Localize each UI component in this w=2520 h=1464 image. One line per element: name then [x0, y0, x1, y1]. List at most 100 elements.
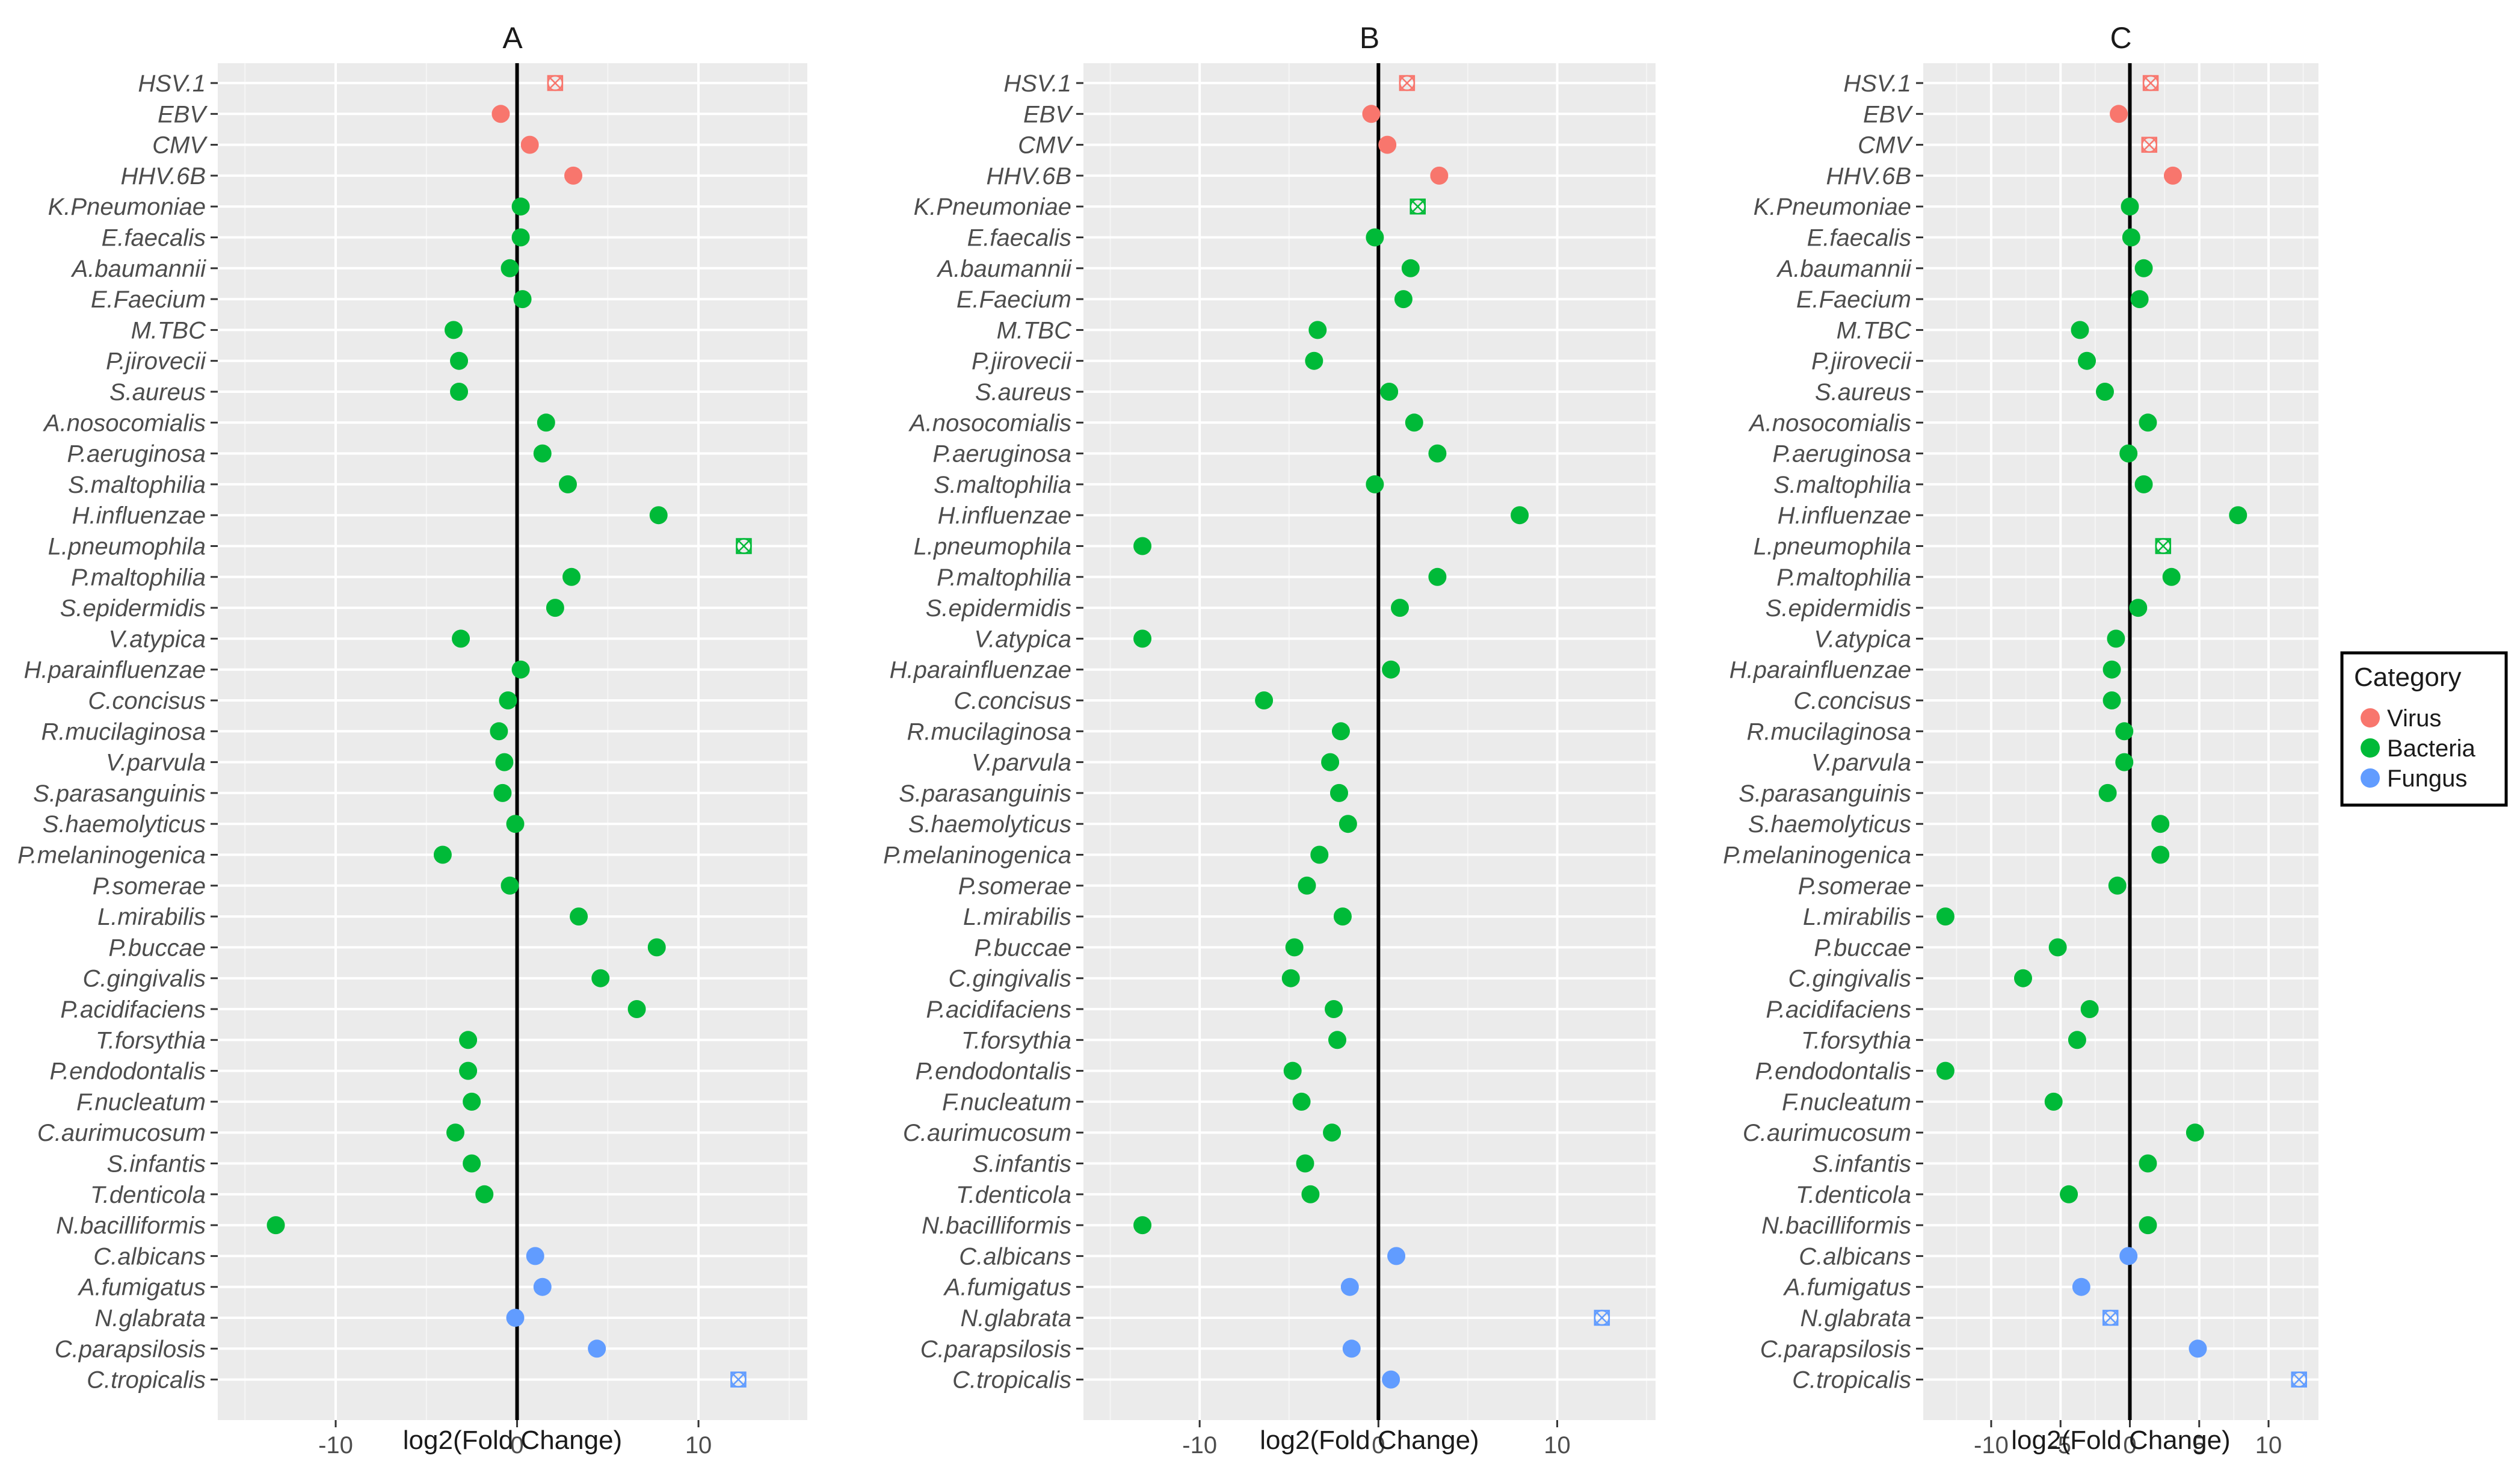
data-point	[570, 907, 588, 926]
species-label: CMV	[1858, 132, 1913, 159]
data-point	[2098, 783, 2117, 802]
data-point	[511, 660, 530, 679]
data-point	[2162, 567, 2181, 586]
species-label: A.nosocomialis	[908, 410, 1071, 436]
data-point	[1292, 1092, 1311, 1111]
data-point	[450, 383, 469, 401]
species-label: L.mirabilis	[1803, 904, 1911, 930]
data-point	[2013, 969, 2032, 987]
data-point	[1936, 1061, 1955, 1080]
data-point	[537, 413, 555, 432]
panel-c: C HSV.1 EBV CMV HHV.6B K.Pneumoniae E.faecalis…	[1723, 21, 2318, 1459]
species-label: P.maltophilia	[1776, 564, 1911, 591]
data-point	[2080, 1000, 2099, 1018]
data-point	[1133, 537, 1152, 555]
species-label: A.fumigatus	[78, 1274, 206, 1301]
x-tick-label: -5	[2050, 1432, 2071, 1459]
data-point	[1342, 1339, 1361, 1358]
data-point	[1331, 722, 1350, 741]
species-label: N.bacilliformis	[1761, 1212, 1911, 1239]
data-point	[2151, 815, 2170, 833]
species-label: V.parvula	[106, 750, 206, 776]
species-label: C.concisus	[1793, 688, 1911, 714]
data-point	[2107, 629, 2125, 648]
data-point	[490, 722, 508, 741]
data-point	[520, 135, 539, 154]
data-point	[1329, 783, 1348, 802]
species-label: HSV.1	[1003, 70, 1071, 97]
data-point	[2078, 351, 2096, 370]
data-point	[1378, 135, 1397, 154]
species-label: K.Pneumoniae	[914, 194, 1071, 220]
x-tick-label: 10	[2255, 1432, 2282, 1459]
panel-background	[1083, 63, 1656, 1420]
x-tick-label: -10	[1974, 1432, 2009, 1459]
species-label: C.tropicalis	[1792, 1367, 1911, 1394]
species-label: C.gingivalis	[1788, 966, 1911, 992]
panel-a: A HSV.1 EBV CMV HHV.6B K.Pneumoniae E.faecalis…	[17, 21, 807, 1459]
data-point	[2115, 753, 2134, 771]
data-point	[1362, 105, 1381, 123]
data-point	[499, 691, 517, 709]
species-label: F.nucleatum	[942, 1089, 1071, 1116]
data-point	[501, 876, 519, 895]
species-label: E.Faecium	[1796, 286, 1911, 313]
data-point	[546, 599, 564, 617]
x-tick-label: 10	[1544, 1432, 1571, 1459]
data-point	[2122, 228, 2140, 247]
data-point	[591, 969, 610, 987]
species-label: S.maltophilia	[68, 472, 206, 498]
species-label: P.acidifaciens	[60, 996, 206, 1023]
species-label: E.Faecium	[91, 286, 206, 313]
data-point	[1283, 1061, 1302, 1080]
data-point	[1298, 876, 1316, 895]
species-label: P.acidifaciens	[926, 996, 1071, 1023]
species-label: C.aurimucosum	[1743, 1120, 1911, 1146]
species-label: A.nosocomialis	[1748, 410, 1911, 436]
data-point	[1401, 259, 1420, 277]
species-label: S.haemolyticus	[908, 811, 1071, 838]
data-point	[1382, 1370, 1400, 1389]
species-label: C.gingivalis	[82, 966, 206, 992]
data-point	[1310, 845, 1329, 864]
species-label: P.buccae	[974, 934, 1071, 961]
species-label: H.parainfluenzae	[1730, 657, 1911, 684]
data-point	[562, 567, 581, 586]
data-point	[2060, 1185, 2078, 1203]
species-label: R.mucilaginosa	[42, 718, 206, 745]
species-label: P.somerae	[1798, 873, 1911, 900]
data-point	[446, 1123, 465, 1142]
species-label: C.tropicalis	[952, 1367, 1071, 1394]
data-point-hollow	[2141, 137, 2158, 153]
species-label: N.glabrata	[94, 1305, 206, 1332]
species-label: T.denticola	[90, 1182, 206, 1208]
legend-key-fungus	[2361, 768, 2380, 788]
species-label: V.parvula	[1811, 750, 1911, 776]
species-label: R.mucilaginosa	[1747, 718, 1911, 745]
species-label: P.aeruginosa	[932, 441, 1071, 468]
species-label: A.baumannii	[1776, 256, 1912, 282]
data-point	[2119, 444, 2138, 463]
species-label: S.epidermidis	[60, 595, 206, 622]
species-label: L.mirabilis	[963, 904, 1071, 930]
data-point	[463, 1092, 481, 1111]
data-point	[2151, 845, 2170, 864]
species-label: M.TBC	[131, 317, 207, 344]
data-point	[1285, 938, 1304, 957]
species-label: C.tropicalis	[87, 1367, 206, 1394]
species-label: A.fumigatus	[943, 1274, 1071, 1301]
species-label: P.melaninogenica	[1723, 842, 1911, 869]
species-label: T.forsythia	[96, 1027, 206, 1054]
x-axis-label: log2(Fold Change)	[403, 1425, 622, 1455]
data-point	[2130, 290, 2149, 309]
species-label: A.baumannii	[71, 256, 206, 282]
data-point	[1511, 506, 1529, 525]
species-label: V.atypica	[974, 626, 1071, 652]
species-label: P.acidifaciens	[1766, 996, 1911, 1023]
data-point	[2119, 1247, 2138, 1265]
species-label: EBV	[1863, 101, 1913, 128]
species-label: K.Pneumoniae	[48, 194, 206, 220]
data-point	[513, 290, 532, 309]
x-tick-label: 0	[510, 1432, 523, 1459]
species-label: P.maltophilia	[937, 564, 1071, 591]
